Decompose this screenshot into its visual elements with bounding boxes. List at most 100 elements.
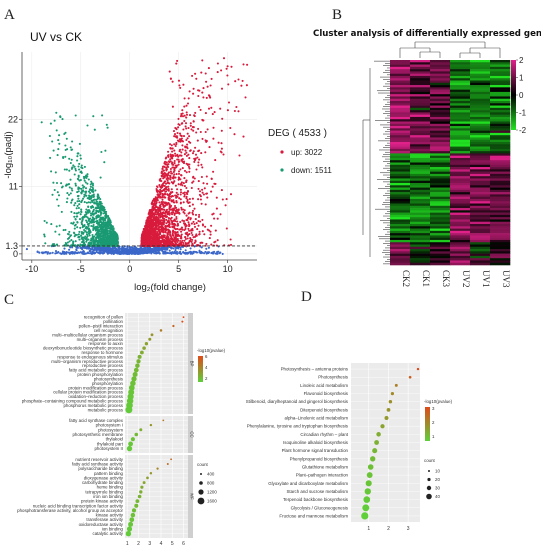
volcano-point	[92, 193, 95, 196]
volcano-point	[242, 135, 245, 138]
volcano-point	[108, 243, 112, 246]
volcano-x-tick-label: 0	[127, 264, 132, 274]
volcano-point	[187, 126, 190, 130]
volcano-point	[171, 225, 174, 228]
volcano-point	[183, 119, 186, 123]
volcano-point	[187, 216, 190, 219]
heatmap-cell	[410, 128, 431, 131]
volcano-point	[76, 226, 79, 229]
volcano-point	[183, 169, 187, 172]
volcano-point	[176, 210, 179, 213]
volcano-point	[142, 248, 145, 251]
volcano-point	[57, 251, 60, 254]
volcano-point	[58, 233, 61, 236]
heatmap-cell	[430, 164, 451, 168]
volcano-point	[68, 240, 71, 243]
heatmap-cell	[430, 153, 451, 156]
volcano-point	[222, 153, 225, 156]
volcano-point	[165, 215, 169, 218]
volcano-x-tick-label: -5	[77, 264, 85, 274]
heatmap-cell	[470, 112, 491, 115]
volcano-point	[73, 232, 76, 235]
volcano-point	[73, 173, 76, 176]
heatmap-cell	[430, 137, 451, 141]
volcano-point	[215, 196, 218, 199]
volcano-point	[95, 226, 98, 229]
heatmap-cell	[430, 89, 451, 93]
volcano-point	[69, 161, 72, 165]
volcano-point	[215, 207, 218, 210]
heatmap-cell	[470, 62, 491, 65]
volcano-point	[162, 193, 165, 196]
volcano-point	[208, 237, 211, 240]
volcano-point	[43, 233, 46, 236]
volcano-point	[200, 163, 203, 166]
volcano-point	[83, 165, 86, 168]
volcano-point	[162, 250, 165, 253]
volcano-point	[168, 249, 171, 252]
volcano-y-tick-label: 11	[9, 182, 18, 192]
volcano-point	[185, 111, 188, 114]
heatmap-cell	[490, 107, 511, 111]
volcano-point	[204, 151, 207, 154]
volcano-point	[202, 182, 205, 185]
volcano-point	[128, 248, 131, 251]
volcano-point	[88, 249, 92, 252]
volcano-point	[101, 247, 104, 250]
volcano-point	[101, 208, 104, 211]
volcano-point	[89, 214, 93, 217]
volcano-point	[81, 218, 84, 221]
volcano-point	[149, 224, 152, 227]
volcano-point	[208, 146, 211, 149]
volcano-point	[185, 219, 188, 222]
heatmap-cell	[470, 98, 491, 102]
volcano-point	[206, 85, 209, 88]
volcano-point	[103, 242, 106, 245]
volcano-point	[78, 168, 81, 171]
volcano-point	[167, 155, 170, 158]
heatmap-cell	[410, 60, 431, 63]
heatmap-cell	[490, 73, 511, 77]
volcano-point	[204, 244, 207, 247]
heatmap-cell	[450, 62, 471, 65]
volcano-point	[181, 115, 185, 118]
volcano-point	[79, 226, 82, 229]
volcano-point	[226, 65, 229, 68]
volcano-point	[122, 248, 125, 251]
volcano-point	[197, 224, 200, 227]
volcano-point	[229, 193, 233, 196]
volcano-point	[207, 251, 210, 254]
volcano-point	[176, 131, 179, 135]
volcano-point	[85, 174, 88, 177]
heatmap-cell	[390, 157, 411, 161]
volcano-point	[58, 142, 61, 145]
heatmap-cell	[390, 103, 411, 106]
heatmap-cell	[450, 155, 471, 159]
heatmap-cell	[390, 114, 411, 118]
volcano-point	[90, 224, 93, 228]
volcano-point	[154, 202, 157, 205]
volcano-point	[158, 242, 161, 245]
volcano-y-tick-label: 0	[13, 249, 18, 259]
volcano-point	[163, 184, 166, 187]
volcano-point	[175, 217, 178, 220]
volcano-point	[78, 230, 81, 233]
volcano-point	[180, 134, 183, 137]
volcano-point	[185, 214, 188, 217]
volcano-point	[150, 242, 153, 245]
volcano-point	[205, 242, 208, 245]
heatmap-cell	[390, 94, 411, 97]
volcano-point	[201, 59, 204, 62]
heatmap-cell	[430, 157, 451, 161]
volcano-point	[198, 233, 201, 236]
volcano-point	[65, 252, 68, 255]
volcano-point	[52, 149, 55, 152]
volcano-point	[169, 155, 172, 158]
volcano-point	[79, 154, 82, 157]
volcano-point	[233, 109, 236, 113]
volcano-point	[64, 184, 68, 187]
heatmap-cell	[390, 66, 411, 70]
heatmap-cell	[490, 103, 511, 106]
volcano-point	[96, 193, 99, 196]
volcano-point	[106, 227, 109, 230]
